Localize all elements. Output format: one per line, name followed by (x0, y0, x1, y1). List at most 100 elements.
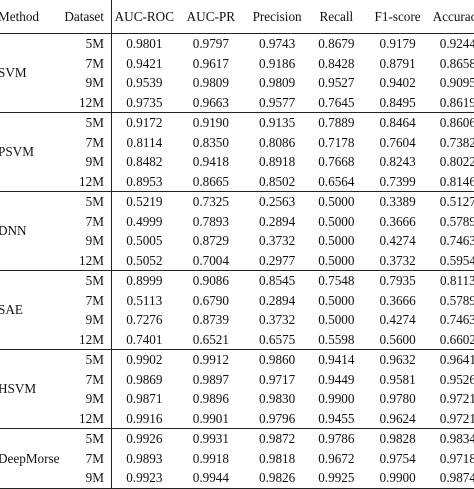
table-row: HSVM 5M 0.9902 0.9912 0.9860 0.9414 0.9632 0.96… (0, 349, 474, 396)
table-row: 7M 0.9421 0.9617 0.9186 0.8428 0.8791 0.8658 (0, 53, 474, 73)
metric-cell: 0.8918 (258, 154, 296, 169)
metric-cell: 0.9624 (379, 410, 416, 426)
header-auc-roc: AUC-ROC (110, 0, 177, 34)
metric-cell: 0.8114 (110, 132, 177, 152)
table-row: 7M 0.9869 0.9897 0.9717 0.9449 0.9581 0.9526 (0, 369, 474, 389)
metric-cell: 0.9796 (258, 410, 296, 426)
metric-cell: 0.9244 (439, 36, 474, 51)
method-name: DeepMorse (0, 450, 60, 466)
dataset-cell: 12M (79, 173, 104, 189)
metric-cell: 0.7004 (192, 252, 229, 268)
method-group: SAE 5M 0.8999 0.9086 0.8545 0.7548 0.7935 0.811… (0, 270, 474, 350)
table-row: 12M 0.8953 0.8665 0.8502 0.6564 0.7399 0.8146 (0, 171, 474, 192)
metric-cell: 0.9797 (192, 36, 229, 51)
metric-cell: 0.9897 (192, 371, 229, 387)
metric-cell: 0.9095 (439, 75, 474, 90)
table-row: 7M 0.9893 0.9918 0.9818 0.9672 0.9754 0.9718 (0, 448, 474, 468)
metric-cell: 0.9186 (258, 55, 296, 71)
metric-cell: 0.9830 (258, 391, 296, 406)
metric-cell: 0.9190 (192, 115, 229, 130)
metric-cell: 0.7935 (379, 273, 416, 288)
dataset-cell: 7M (85, 213, 104, 229)
metric-cell: 0.5000 (318, 233, 355, 248)
table-row: 9M 0.9923 0.9944 0.9826 0.9925 0.9900 0.9874 (0, 468, 474, 488)
metric-cell: 0.5127 (439, 194, 474, 209)
dataset-cell: 7M (85, 134, 104, 150)
metric-cell: 0.7668 (318, 154, 355, 169)
metric-cell: 0.9869 (110, 369, 177, 389)
metric-cell: 0.9526 (439, 371, 474, 387)
table-row: 9M 0.5005 0.8729 0.3732 0.5000 0.4274 0.7463 (0, 231, 474, 251)
metric-cell: 0.5000 (318, 213, 355, 229)
metric-cell: 0.6790 (192, 292, 229, 308)
metric-cell: 0.8243 (379, 154, 416, 169)
metric-cell: 0.2977 (258, 252, 296, 268)
method-group: SVM 5M 0.9801 0.9797 0.9743 0.8679 0.9179 0.924… (0, 33, 474, 113)
metric-cell: 0.5954 (439, 252, 474, 268)
dataset-cell: 5M (85, 352, 104, 367)
metric-cell: 0.9826 (258, 470, 296, 485)
metric-cell: 0.9617 (192, 55, 229, 71)
metric-cell: 0.9421 (110, 53, 177, 73)
metric-cell: 0.9896 (192, 391, 229, 406)
metric-cell: 0.8606 (439, 115, 474, 130)
metric-cell: 0.4274 (379, 312, 416, 327)
metric-cell: 0.7276 (110, 310, 177, 330)
table-row: 7M 0.5113 0.6790 0.2894 0.5000 0.3666 0.5789 (0, 290, 474, 310)
dataset-cell: 12M (79, 410, 104, 426)
metric-cell: 0.9632 (379, 352, 416, 367)
method-name: SVM (0, 65, 27, 81)
metric-cell: 0.8502 (258, 173, 296, 189)
metric-cell: 0.9902 (110, 349, 177, 370)
metric-cell: 0.6564 (318, 173, 355, 189)
table-row: DNN 5M 0.5219 0.7325 0.2563 0.5000 0.3389 0.512… (0, 191, 474, 238)
metric-cell: 0.9717 (258, 371, 296, 387)
method-name: PSVM (0, 144, 34, 160)
metric-cell: 0.9871 (110, 389, 177, 409)
metric-cell: 0.3389 (379, 194, 416, 209)
table-header: Method Dataset AUC-ROC AUC-PR Precision … (0, 0, 474, 34)
metric-cell: 0.7893 (192, 213, 229, 229)
metric-cell: 0.9786 (318, 431, 355, 446)
metric-cell: 0.9834 (439, 431, 474, 446)
table-row: SVM 5M 0.9801 0.9797 0.9743 0.8679 0.9179 0.924… (0, 33, 474, 80)
table-row: 9M 0.9539 0.9809 0.9809 0.9527 0.9402 0.9095 (0, 73, 474, 93)
metric-cell: 0.9672 (318, 450, 355, 466)
metric-cell: 0.9860 (258, 352, 296, 367)
dataset-cell: 9M (85, 154, 104, 169)
metric-cell: 0.9743 (258, 36, 296, 51)
metric-cell: 0.7645 (318, 94, 355, 110)
metric-cell: 0.7548 (318, 273, 355, 288)
metric-cell: 0.7463 (439, 233, 474, 248)
metric-cell: 0.9135 (258, 115, 296, 130)
dataset-cell: 9M (85, 233, 104, 248)
dataset-cell: 9M (85, 470, 104, 485)
metric-cell: 0.4999 (110, 211, 177, 231)
metric-cell: 0.6575 (258, 331, 296, 347)
metric-cell: 0.9179 (379, 36, 416, 51)
dataset-cell: 12M (79, 94, 104, 110)
method-name: SAE (0, 302, 23, 318)
metric-cell: 0.3732 (258, 233, 296, 248)
metric-cell: 0.8428 (318, 55, 355, 71)
metric-cell: 0.7382 (439, 134, 474, 150)
metric-cell: 0.5052 (110, 250, 177, 271)
metric-cell: 0.5789 (439, 213, 474, 229)
metric-cell: 0.9455 (318, 410, 355, 426)
dataset-cell: 12M (79, 252, 104, 268)
metric-cell: 0.8619 (439, 94, 474, 110)
metric-cell: 0.8350 (192, 134, 229, 150)
metric-cell: 0.9663 (192, 94, 229, 110)
metric-cell: 0.9780 (379, 391, 416, 406)
metric-cell: 0.8146 (439, 173, 474, 189)
metric-cell: 0.7178 (318, 134, 355, 150)
metric-cell: 0.9641 (439, 352, 474, 367)
table-row: SAE 5M 0.8999 0.9086 0.8545 0.7548 0.7935 0.811… (0, 270, 474, 317)
metric-cell: 0.9527 (318, 75, 355, 90)
metric-cell: 0.5113 (110, 290, 177, 310)
metric-cell: 0.5000 (318, 312, 355, 327)
metric-cell: 0.9414 (318, 352, 355, 367)
header-dataset: Dataset (64, 8, 104, 24)
table-row: 9M 0.8482 0.9418 0.8918 0.7668 0.8243 0.8022 (0, 152, 474, 172)
